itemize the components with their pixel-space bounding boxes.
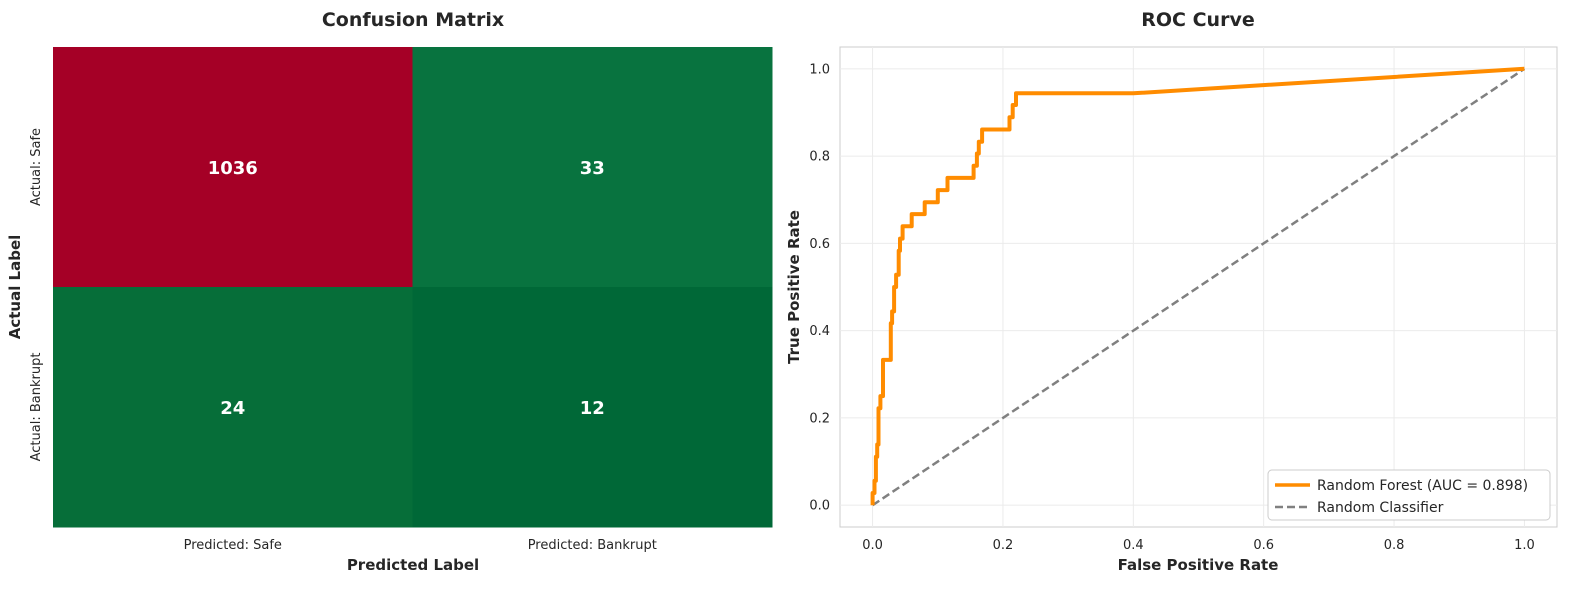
roc-x-tick-label: 0.0 xyxy=(862,538,883,553)
roc-panel: ROC Curve 0.0 0.2 0.4 0.6 0.8 1.0 0.0 0.2 0.4 0.6… xyxy=(785,9,1558,574)
cm-xlabel: Predicted Label xyxy=(347,556,479,574)
roc-y-tick-label: 0.8 xyxy=(809,150,830,165)
roc-y-tick-label: 0.6 xyxy=(809,237,830,252)
cm-y-tick-label: Actual: Bankrupt xyxy=(29,353,44,462)
legend-label-random-forest: Random Forest (AUC = 0.898) xyxy=(1317,478,1528,494)
roc-x-tick-label: 1.0 xyxy=(1514,538,1535,553)
roc-y-tick-label: 1.0 xyxy=(809,62,830,77)
cm-cell-value: 33 xyxy=(580,158,605,179)
roc-curve-line xyxy=(870,66,1525,506)
confusion-matrix-panel: Confusion Matrix 1036 33 24 12 Predicted: S… xyxy=(6,9,773,574)
cm-cell xyxy=(412,47,773,288)
cm-title: Confusion Matrix xyxy=(322,9,504,31)
cm-cells: 1036 33 24 12 xyxy=(53,47,773,528)
cm-cell xyxy=(53,287,413,528)
legend-box xyxy=(1267,469,1551,521)
roc-grid xyxy=(840,47,1557,527)
roc-legend: Random Forest (AUC = 0.898) Random Class… xyxy=(1267,469,1551,521)
roc-ticks: 0.0 0.2 0.4 0.6 0.8 1.0 0.0 0.2 0.4 0.6 0.8 1.0 xyxy=(809,62,1534,553)
cm-cell-value: 24 xyxy=(220,398,245,419)
roc-y-tick-label: 0.0 xyxy=(809,499,830,514)
cm-cell xyxy=(412,287,773,528)
random-classifier-line xyxy=(871,67,1526,507)
cm-x-tick-label: Predicted: Safe xyxy=(184,538,282,553)
roc-lines xyxy=(870,66,1526,507)
legend-label-random-classifier: Random Classifier xyxy=(1317,500,1444,516)
cm-x-tick-label: Predicted: Bankrupt xyxy=(528,538,657,553)
roc-x-tick-label: 0.2 xyxy=(993,538,1014,553)
roc-x-tick-label: 0.6 xyxy=(1253,538,1274,553)
roc-y-tick-label: 0.4 xyxy=(809,324,830,339)
roc-x-tick-label: 0.8 xyxy=(1384,538,1405,553)
cm-tick-labels: Predicted: Safe Predicted: Bankrupt Actual… xyxy=(29,128,657,553)
cm-y-tick-label: Actual: Safe xyxy=(29,128,44,206)
cm-cell xyxy=(53,47,413,288)
roc-x-tick-label: 0.4 xyxy=(1123,538,1144,553)
cm-cell-value: 1036 xyxy=(208,158,258,179)
cm-cell-value: 12 xyxy=(580,398,605,419)
roc-xlabel: False Positive Rate xyxy=(1118,556,1279,574)
roc-y-tick-label: 0.2 xyxy=(809,411,830,426)
cm-ylabel: Actual Label xyxy=(6,235,24,340)
roc-title: ROC Curve xyxy=(1141,9,1254,31)
roc-ylabel: True Positive Rate xyxy=(785,210,803,364)
